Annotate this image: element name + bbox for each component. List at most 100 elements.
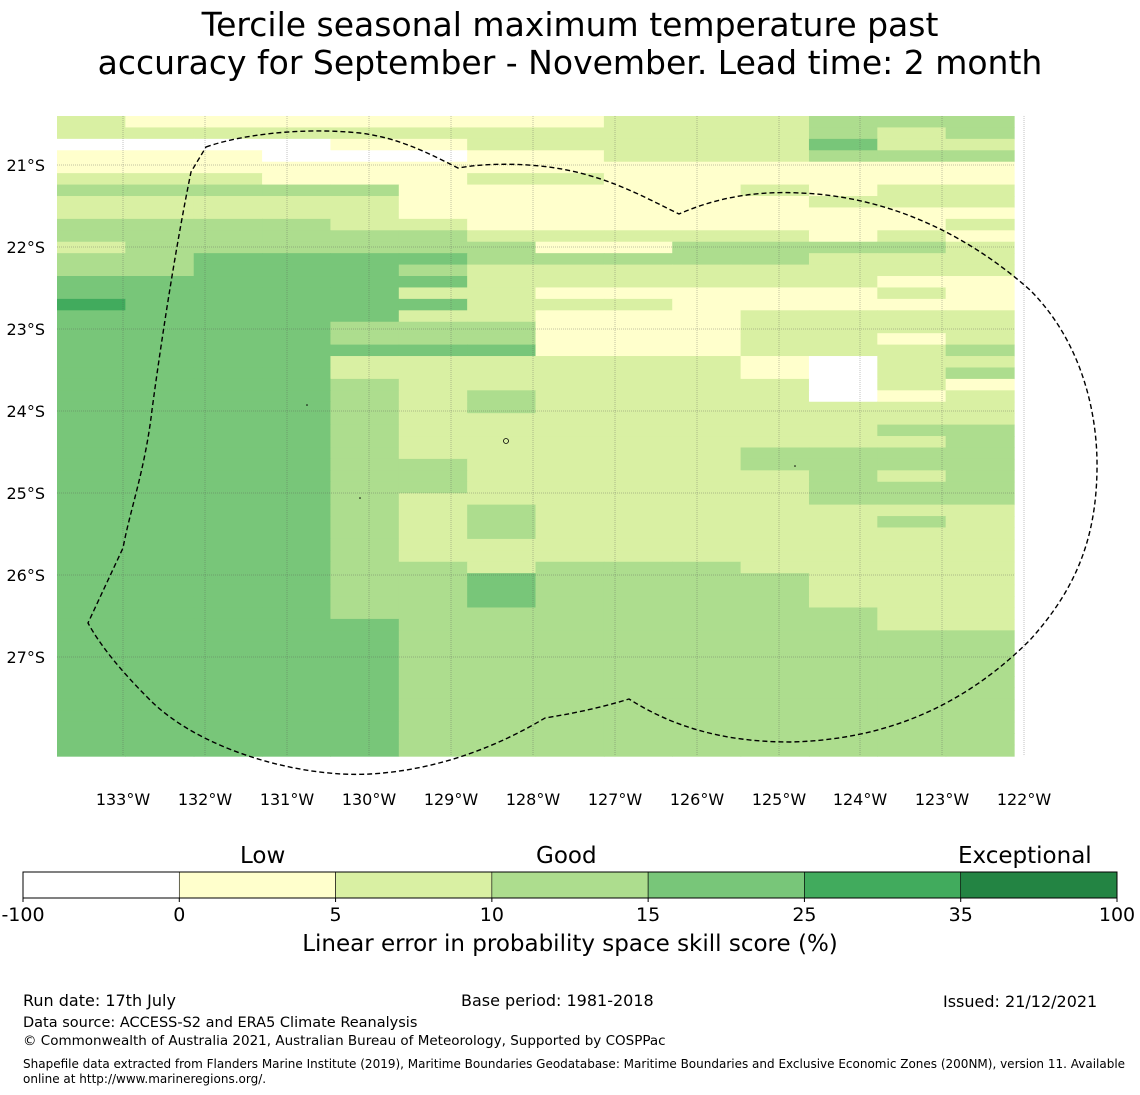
grid-cell — [808, 561, 878, 574]
grid-cell — [740, 550, 810, 563]
grid-cell — [193, 196, 263, 209]
grid-cell — [330, 470, 400, 483]
grid-cell — [125, 127, 195, 140]
grid-cell — [808, 458, 878, 471]
grid-cell — [467, 184, 537, 197]
grid-cell — [193, 184, 263, 197]
grid-cell — [877, 538, 947, 551]
grid-cell — [877, 116, 947, 129]
grid-cell — [193, 413, 263, 426]
grid-cell — [740, 287, 810, 300]
grid-cell — [672, 378, 742, 391]
grid-cell — [330, 607, 400, 620]
grid-cell — [57, 710, 126, 723]
grid-cell — [945, 116, 1015, 129]
grid-cell — [877, 436, 947, 449]
grid-cell — [330, 333, 400, 346]
grid-cell — [603, 538, 673, 551]
issued-date: Issued: 21/12/2021 — [943, 992, 1098, 1011]
grid-cell — [398, 618, 468, 631]
grid-cell — [672, 264, 742, 277]
grid-cell — [672, 161, 742, 174]
grid-cell — [740, 116, 810, 129]
grid-cell — [330, 744, 400, 757]
grid-cell — [535, 607, 605, 620]
grid-cell — [740, 698, 810, 711]
grid-cell — [398, 664, 468, 677]
grid-cell — [672, 447, 742, 460]
grid-cell — [808, 344, 878, 357]
longitude-label: 129°W — [424, 790, 479, 809]
grid-cell — [945, 161, 1015, 174]
grid-cell — [57, 253, 126, 266]
grid-cell — [467, 618, 537, 631]
grid-cell — [467, 298, 537, 311]
grid-cell — [398, 630, 468, 643]
grid-cell — [535, 733, 605, 746]
grid-cell — [467, 493, 537, 506]
grid-cell — [672, 504, 742, 517]
grid-cell — [945, 401, 1015, 414]
grid-cell — [945, 184, 1015, 197]
grid-cell — [945, 367, 1015, 380]
grid-cell — [808, 481, 878, 494]
grid-cell — [740, 276, 810, 289]
grid-cell — [57, 721, 126, 734]
grid-cell — [877, 356, 947, 369]
grid-cell — [262, 413, 332, 426]
grid-cell — [535, 653, 605, 666]
grid-cell — [467, 218, 537, 231]
grid-cell — [57, 424, 126, 437]
grid-cell — [398, 493, 468, 506]
grid-cell — [945, 173, 1015, 186]
colorbar-tick-label: 0 — [173, 904, 185, 926]
grid-cell — [467, 584, 537, 597]
grid-cell — [740, 356, 810, 369]
grid-cell — [262, 493, 332, 506]
grid-cell — [125, 116, 195, 129]
grid-cell — [603, 584, 673, 597]
grid-cell — [672, 516, 742, 529]
grid-cell — [57, 641, 126, 654]
grid-cell — [672, 550, 742, 563]
grid-cell — [57, 241, 126, 254]
grid-cell — [877, 596, 947, 609]
grid-cell — [740, 241, 810, 254]
grid-cell — [57, 367, 126, 380]
grid-cell — [467, 733, 537, 746]
grid-cell — [193, 561, 263, 574]
grid-cell — [57, 516, 126, 529]
grid-cell — [603, 116, 673, 129]
grid-cell — [535, 378, 605, 391]
grid-cell — [57, 138, 126, 151]
grid-cell — [467, 241, 537, 254]
grid-cell — [808, 264, 878, 277]
grid-cell — [672, 298, 742, 311]
grid-cell — [398, 413, 468, 426]
grid-cell — [603, 481, 673, 494]
grid-cell — [467, 173, 537, 186]
grid-cell — [877, 481, 947, 494]
grid-cell — [330, 321, 400, 334]
grid-cell — [125, 664, 195, 677]
grid-cell — [603, 356, 673, 369]
grid-cell — [877, 641, 947, 654]
grid-cell — [877, 550, 947, 563]
grid-cell — [877, 561, 947, 574]
grid-cell — [740, 458, 810, 471]
grid-cell — [262, 150, 332, 163]
grid-cell — [262, 744, 332, 757]
grid-cell — [330, 664, 400, 677]
latitude-labels: 21°S 22°S 23°S 24°S 25°S 26°S 27°S — [6, 156, 45, 667]
grid-cell — [262, 367, 332, 380]
grid-cell — [672, 698, 742, 711]
grid-cell — [330, 527, 400, 540]
grid-cell — [398, 653, 468, 666]
grid-cell — [330, 287, 400, 300]
grid-cell — [193, 276, 263, 289]
grid-cell — [535, 298, 605, 311]
grid-cell — [57, 173, 126, 186]
grid-cell — [57, 230, 126, 243]
grid-cell — [125, 470, 195, 483]
grid-cell — [877, 287, 947, 300]
